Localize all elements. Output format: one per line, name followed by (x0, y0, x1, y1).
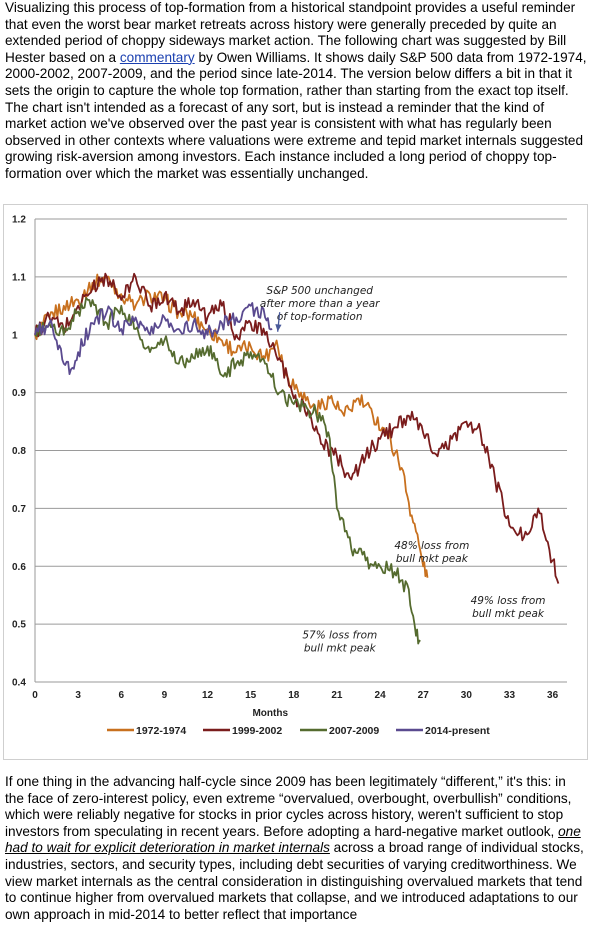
commentary-link[interactable]: commentary (119, 49, 195, 65)
x-axis-title: Months (252, 708, 288, 719)
x-tick-label: 33 (504, 690, 516, 701)
series-layer (34, 272, 560, 645)
y-tick-label: 0.7 (12, 504, 26, 515)
y-tick-label: 0.6 (12, 562, 26, 573)
intro-text-2: by Owen Williams. It shows daily S&P 500… (5, 49, 587, 181)
annotation-arrowhead (275, 324, 282, 332)
annotation-text: of top-formation (277, 311, 363, 323)
x-tick-label: 21 (331, 690, 343, 701)
legend-label: 2007-2009 (329, 725, 379, 737)
x-tick-label: 12 (202, 690, 214, 701)
x-tick-label: 15 (245, 690, 257, 701)
annotation-text: 48% loss from (394, 540, 469, 552)
annotation-text: S&P 500 unchanged (266, 285, 373, 297)
legend-label: 2014-present (425, 725, 490, 737)
annotation-text: after more than a year (260, 298, 380, 310)
x-tick-label: 24 (375, 690, 387, 701)
legend-label: 1972-1974 (136, 725, 186, 737)
intro-text-1: Visualizing this process of top-formatio… (5, 0, 576, 65)
series-line-1999-2002 (34, 272, 560, 584)
y-tick-label: 1.1 (12, 272, 26, 283)
y-tick-label: 0.5 (12, 620, 26, 631)
annotation-text: bull mkt peak (472, 608, 545, 620)
intro-paragraph: Visualizing this process of top-formatio… (5, 0, 588, 183)
x-tick-label: 0 (32, 690, 38, 701)
chart-frame: 0.4 0.5 0.6 0.7 0.8 0.9 1 1.1 1.2 0 3 6 9 12 15 18 21 24 2… (3, 204, 588, 760)
outro-text-1: If one thing in the advancing half-cycle… (5, 774, 572, 839)
annotation-text: 49% loss from (471, 595, 546, 607)
y-tick-label: 0.8 (12, 446, 26, 457)
axis-layer: 0.40.50.60.70.80.911.11.20 3 6 9 12 15 18 21 24 2… (12, 215, 559, 720)
x-tick-label: 18 (288, 690, 300, 701)
series-line-2014-present (34, 302, 273, 375)
outro-paragraph: If one thing in the advancing half-cycle… (5, 774, 588, 923)
legend: 1972-1974 1999-2002 2007-2009 2014-present (107, 725, 490, 737)
x-tick-label: 30 (461, 690, 473, 701)
x-tick-label: 36 (547, 690, 559, 701)
y-tick-label: 1.2 (12, 215, 26, 226)
y-tick-label: 1 (12, 330, 18, 341)
x-tick-label: 27 (418, 690, 430, 701)
y-tick-label: 0.9 (12, 388, 26, 399)
annotation-text: bull mkt peak (396, 553, 469, 565)
legend-label: 1999-2002 (232, 725, 282, 737)
x-tick-label: 6 (118, 690, 124, 701)
annotation-text: bull mkt peak (304, 643, 377, 655)
y-tick-label: 0.4 (12, 678, 26, 689)
outro-text-2: across a broad range of individual stock… (5, 840, 584, 922)
x-tick-label: 3 (75, 690, 81, 701)
x-tick-label: 9 (162, 690, 168, 701)
annotation-text: 57% loss from (302, 630, 377, 642)
line-chart: 0.40.50.60.70.80.911.11.20 3 6 9 12 15 18 21 24 2… (12, 215, 567, 737)
outro-emphasis: one had to wait for explicit deteriorati… (5, 823, 581, 856)
